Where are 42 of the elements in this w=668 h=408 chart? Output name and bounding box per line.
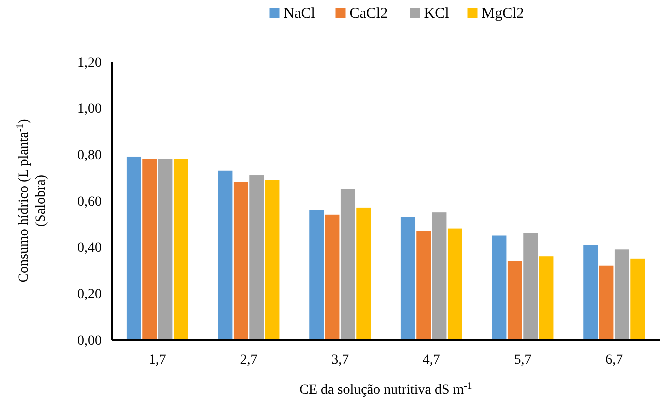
- bar: [492, 236, 507, 340]
- bar: [310, 210, 324, 340]
- bar: [416, 231, 432, 340]
- legend-label: MgCl2: [482, 6, 524, 22]
- x-tick-label: 5,7: [514, 353, 532, 368]
- legend-label: NaCl: [284, 6, 316, 22]
- bar: [524, 233, 538, 340]
- y-tick-label: 1,00: [78, 102, 102, 118]
- bar: [356, 208, 372, 340]
- y-tick-label: 1,20: [78, 56, 102, 71]
- x-axis-title: CE da solução nutritiva dS m$^{-1}$: [300, 380, 472, 398]
- bar: [400, 217, 416, 340]
- bar: [448, 228, 462, 340]
- bar: [539, 256, 554, 340]
- y-tick-label: 0,80: [78, 148, 102, 164]
- bar: [126, 156, 142, 340]
- bar: [614, 250, 630, 340]
- x-tick-label: 1,7: [148, 353, 166, 368]
- y-tick-label: 0,20: [78, 288, 102, 303]
- legend-label: CaCl2: [350, 6, 388, 22]
- bar: [630, 258, 646, 340]
- bar: [432, 212, 447, 340]
- bar: [234, 182, 248, 340]
- bar: [218, 170, 233, 340]
- bar: [584, 245, 598, 340]
- x-tick-label: 3,7: [332, 353, 350, 368]
- bar: [174, 159, 188, 340]
- bar: [325, 214, 340, 340]
- x-tick-label: 4,7: [422, 353, 440, 368]
- bar: [142, 159, 158, 340]
- bar: [340, 189, 356, 340]
- x-tick-label: 2,7: [240, 353, 258, 368]
- bar: [599, 266, 614, 340]
- y-tick-label: 0,00: [78, 334, 102, 349]
- legend-label: KCl: [424, 6, 450, 22]
- y-tick-label: 0,60: [78, 194, 102, 210]
- y-tick-label: 0,40: [78, 241, 102, 256]
- x-tick-label: 6,7: [606, 353, 624, 368]
- bar: [265, 180, 280, 340]
- bar: [250, 176, 264, 340]
- bar: [508, 261, 522, 340]
- bar: [158, 159, 173, 340]
